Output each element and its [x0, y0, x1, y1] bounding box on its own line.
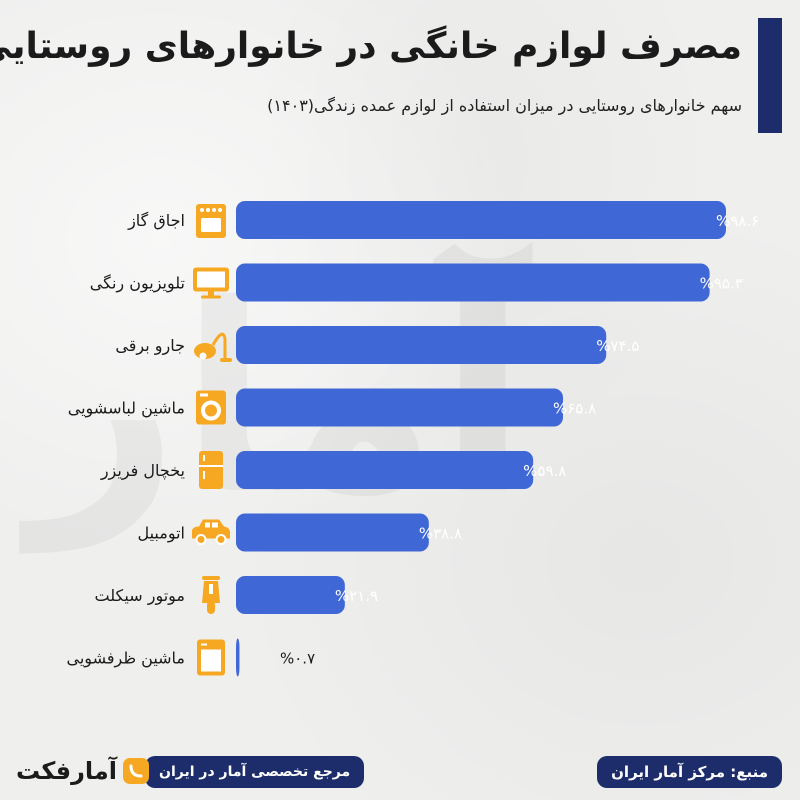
bar: [236, 576, 345, 614]
bar: [236, 451, 534, 489]
category-label: موتور سیکلت: [95, 586, 185, 606]
car-icon: [192, 519, 230, 545]
bar-value-label: %۷۴.۵: [596, 337, 639, 355]
vacuum-icon: [194, 332, 232, 362]
category-label: ماشین لباسشویی: [68, 399, 185, 419]
category-label: ماشین ظرفشویی: [67, 649, 185, 669]
page-subtitle: سهم خانوارهای روستایی در میزان استفاده ا…: [267, 96, 742, 115]
stove-icon: [196, 204, 226, 238]
logo-text: آمارفکت: [16, 757, 117, 785]
reference-badge: مرجع تخصصی آمار در ایران: [145, 756, 365, 788]
brand-logo: آمارفکت: [16, 754, 149, 788]
washing-machine-icon: [196, 390, 226, 425]
category-label: اجاق گاز: [127, 211, 185, 231]
logo-mark-icon: [123, 758, 149, 784]
bar-value-label: %۵۹.۸: [523, 462, 566, 480]
bar-value-label: %۹۵.۳: [700, 275, 743, 293]
tv-icon: [193, 267, 229, 299]
bar: [236, 263, 710, 302]
bar: [236, 638, 240, 677]
fridge-icon: [199, 451, 223, 489]
header: مصرف لوازم خانگی در خانوارهای روستایی سه…: [0, 18, 800, 133]
bar: [236, 326, 607, 364]
bar-value-label: %۳۸.۸: [419, 525, 462, 543]
bar-value-label: %۶۵.۸: [553, 400, 596, 418]
category-label: جارو برقی: [115, 336, 185, 356]
source-badge: منبع: مرکز آمار ایران: [597, 756, 782, 788]
motorcycle-icon: [202, 576, 220, 614]
bar: [236, 388, 563, 427]
bar: [236, 513, 429, 552]
category-label: اتومبیل: [137, 524, 185, 544]
category-label: تلویزیون رنگی: [90, 274, 185, 294]
bar: [236, 201, 726, 239]
dishwasher-icon: [197, 639, 225, 676]
bar-value-label: %۲۱.۹: [335, 587, 378, 605]
header-accent-bar: [758, 18, 782, 133]
bar-value-label: %۹۸.۶: [716, 212, 759, 230]
category-label: یخچال فریزر: [100, 461, 185, 481]
bar-value-label: %۰.۷: [280, 650, 315, 668]
page-title: مصرف لوازم خانگی در خانوارهای روستایی: [0, 26, 742, 67]
